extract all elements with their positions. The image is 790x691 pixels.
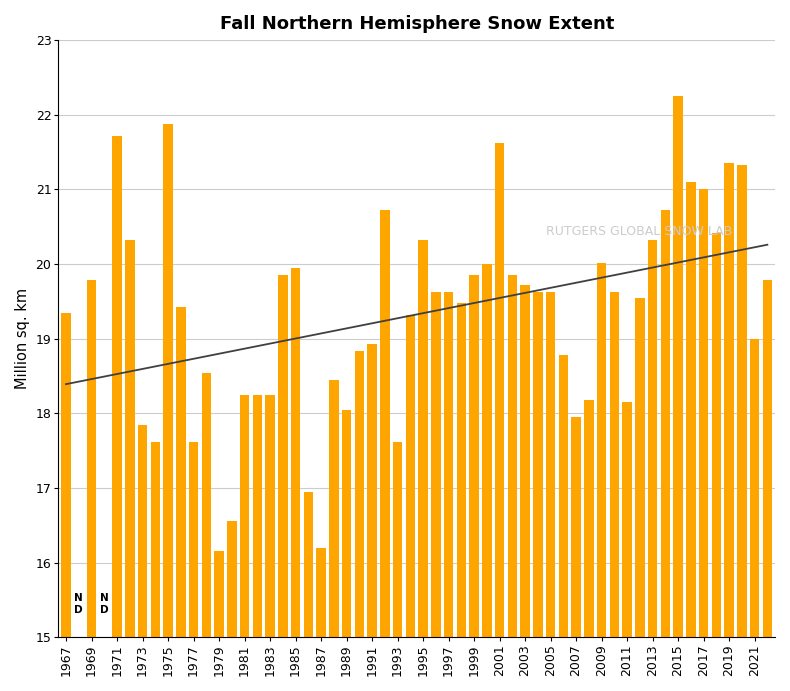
Text: RUTGERS GLOBAL SNOW LAB: RUTGERS GLOBAL SNOW LAB bbox=[546, 225, 732, 238]
Bar bbox=[482, 264, 491, 637]
Bar bbox=[559, 355, 568, 637]
Bar bbox=[469, 275, 479, 637]
Bar bbox=[316, 548, 325, 637]
Bar bbox=[176, 307, 186, 637]
Bar bbox=[62, 312, 71, 637]
Bar bbox=[507, 275, 517, 637]
Bar bbox=[201, 373, 211, 637]
Title: Fall Northern Hemisphere Snow Extent: Fall Northern Hemisphere Snow Extent bbox=[220, 15, 614, 33]
Bar bbox=[291, 267, 300, 637]
Bar bbox=[189, 442, 198, 637]
Bar bbox=[444, 292, 453, 637]
Bar bbox=[712, 233, 721, 637]
Bar bbox=[239, 395, 250, 637]
Bar bbox=[596, 263, 607, 637]
Bar bbox=[418, 240, 428, 637]
Bar bbox=[762, 281, 772, 637]
Bar bbox=[393, 442, 402, 637]
Bar bbox=[648, 240, 657, 637]
Bar bbox=[737, 166, 747, 637]
Bar bbox=[724, 163, 734, 637]
Bar bbox=[278, 275, 288, 637]
Bar bbox=[571, 417, 581, 637]
Bar bbox=[533, 292, 543, 637]
Bar bbox=[686, 182, 696, 637]
Bar bbox=[457, 303, 466, 637]
Bar bbox=[380, 210, 389, 637]
Bar bbox=[151, 442, 160, 637]
Bar bbox=[673, 96, 683, 637]
Bar bbox=[342, 410, 352, 637]
Bar bbox=[546, 292, 555, 637]
Bar bbox=[635, 298, 645, 637]
Bar bbox=[355, 350, 364, 637]
Text: N
D: N D bbox=[74, 593, 83, 615]
Bar bbox=[610, 292, 619, 637]
Y-axis label: Million sq. km: Million sq. km bbox=[15, 288, 30, 389]
Bar bbox=[125, 240, 134, 637]
Bar bbox=[137, 425, 147, 637]
Bar bbox=[265, 395, 275, 637]
Bar bbox=[521, 285, 530, 637]
Bar bbox=[303, 491, 313, 637]
Bar bbox=[367, 344, 377, 637]
Bar bbox=[112, 135, 122, 637]
Bar bbox=[329, 379, 339, 637]
Bar bbox=[227, 522, 236, 637]
Bar bbox=[431, 292, 441, 637]
Bar bbox=[87, 281, 96, 637]
Text: N
D: N D bbox=[100, 593, 109, 615]
Bar bbox=[253, 395, 262, 637]
Bar bbox=[750, 339, 759, 637]
Bar bbox=[660, 210, 670, 637]
Bar bbox=[164, 124, 173, 637]
Bar bbox=[495, 143, 504, 637]
Bar bbox=[584, 400, 593, 637]
Bar bbox=[699, 189, 709, 637]
Bar bbox=[405, 315, 415, 637]
Bar bbox=[214, 551, 224, 637]
Bar bbox=[623, 402, 632, 637]
